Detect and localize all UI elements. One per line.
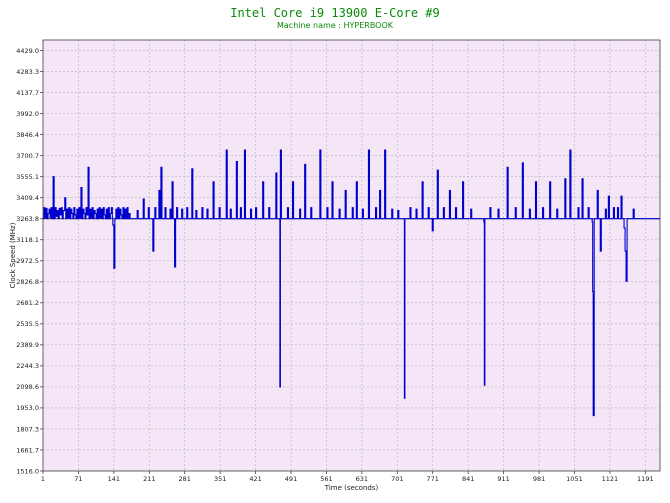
x-tick-label: 701 <box>391 475 403 483</box>
y-tick-label: 1953.0 <box>16 404 39 412</box>
x-tick-label: 1121 <box>602 475 619 483</box>
plot-frame <box>42 39 661 472</box>
y-tick-label: 3409.4 <box>16 194 39 202</box>
chart-title: Intel Core i9 13900 E-Core #9 <box>230 6 440 20</box>
y-tick-label: 3700.7 <box>16 152 39 160</box>
y-tick-label: 2826.8 <box>16 278 39 286</box>
x-tick-label: 1051 <box>566 475 583 483</box>
y-tick-label: 4429.0 <box>16 47 39 55</box>
x-tick-label: 421 <box>249 475 261 483</box>
x-tick-label: 1 <box>41 475 45 483</box>
x-tick-label: 1191 <box>637 475 654 483</box>
y-tick-label: 4137.7 <box>16 89 39 97</box>
y-axis-title: Clock Speed (MHz) <box>9 222 17 288</box>
clock-speed-series-line <box>43 149 660 417</box>
x-tick-label: 631 <box>356 475 368 483</box>
y-tick-label: 2244.3 <box>16 362 39 370</box>
x-tick-label: 211 <box>143 475 155 483</box>
x-tick-label: 911 <box>497 475 509 483</box>
x-tick-label: 771 <box>427 475 439 483</box>
x-tick-label: 561 <box>320 475 332 483</box>
x-tick-label: 71 <box>74 475 82 483</box>
y-tick-label: 1661.7 <box>16 446 39 454</box>
y-tick-label: 4283.3 <box>16 68 39 76</box>
x-tick-label: 281 <box>179 475 191 483</box>
y-tick-label: 3263.8 <box>16 215 39 223</box>
y-tick-label: 2972.5 <box>16 257 39 265</box>
plot-area <box>43 40 660 471</box>
x-tick-label: 351 <box>214 475 226 483</box>
x-tick-label: 491 <box>285 475 297 483</box>
y-tick-label: 3118.1 <box>16 236 39 244</box>
x-axis-title: Time (seconds) <box>324 484 379 492</box>
x-tick-label: 981 <box>533 475 545 483</box>
y-tick-label: 1807.3 <box>16 425 39 433</box>
y-tick-label: 1516.0 <box>16 467 39 475</box>
y-tick-label: 2098.6 <box>16 383 39 391</box>
y-tick-label: 2389.9 <box>16 341 39 349</box>
y-tick-label: 3555.1 <box>16 173 39 181</box>
y-tick-label: 3846.4 <box>16 131 39 139</box>
x-tick-label: 841 <box>462 475 474 483</box>
y-tick-label: 2535.5 <box>16 320 39 328</box>
chart-subtitle: Machine name : HYPERBOOK <box>276 21 394 30</box>
x-tick-label: 141 <box>108 475 120 483</box>
y-tick-label: 3992.0 <box>16 110 39 118</box>
y-tick-label: 2681.2 <box>16 299 39 307</box>
